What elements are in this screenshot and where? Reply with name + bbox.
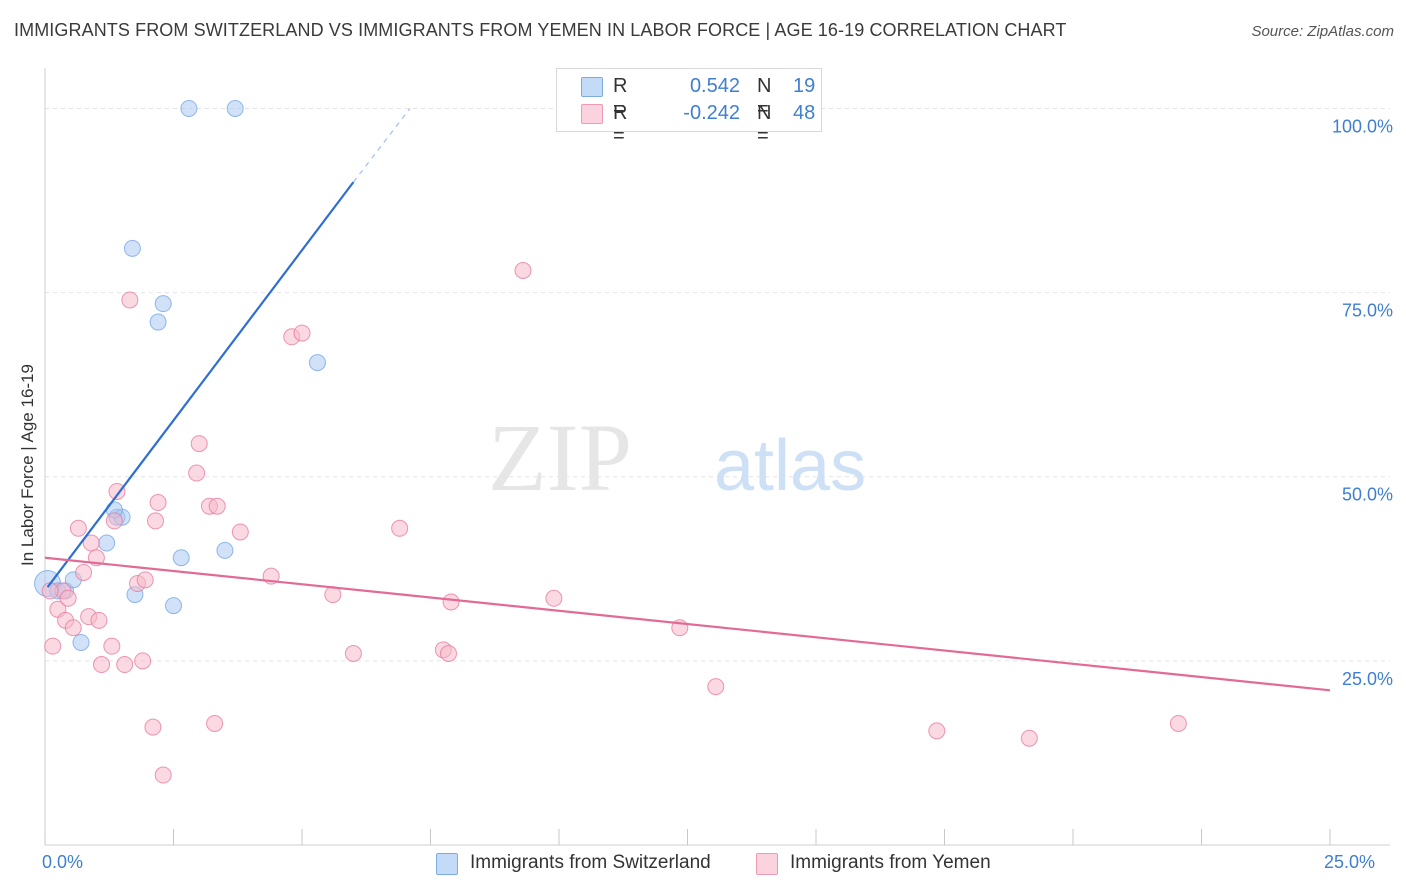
legend-r-label: R =: [613, 75, 628, 120]
yemen-point: [344, 645, 362, 662]
yemen-point: [188, 464, 206, 482]
yemen-point: [208, 497, 226, 515]
yemen-point: [1020, 729, 1038, 747]
switzerland-point: [154, 295, 172, 313]
legend-n-label: N =: [757, 102, 772, 147]
yemen-point: [149, 494, 167, 512]
legend-n-value: 19: [793, 75, 816, 97]
axes: [44, 68, 1390, 846]
yemen-point: [44, 637, 62, 655]
watermark-zip: ZIP: [488, 404, 632, 511]
yemen-point: [928, 722, 946, 740]
yemen-point: [147, 512, 165, 530]
x-tick-min: 0.0%: [42, 852, 84, 872]
yemen-point: [75, 563, 93, 581]
yemen-point: [154, 766, 172, 784]
legend-n-label: N =: [757, 75, 772, 120]
trend-line-switzerland: [46, 181, 355, 588]
stats-legend: R = 0.542 N = 19 R = -0.242 N = 48: [556, 68, 822, 147]
switzerland-point: [98, 534, 116, 552]
yemen-point: [59, 589, 77, 607]
legend-r-value: 0.542: [689, 75, 740, 97]
switzerland-point: [172, 549, 190, 567]
yemen-point: [121, 291, 139, 309]
switzerland-point: [72, 633, 90, 651]
switzerland-point: [216, 541, 234, 559]
trend-line-yemen: [44, 556, 1331, 692]
y-tick-label: 50.0%: [1342, 485, 1393, 505]
bottom-legend-label: Immigrants from Switzerland: [470, 852, 711, 873]
y-tick-labels: 25.0% 50.0% 75.0% 100.0%: [1332, 116, 1393, 688]
yemen-point: [134, 652, 152, 670]
y-tick-label: 75.0%: [1342, 301, 1393, 321]
legend-swatch-switzerland: [581, 77, 603, 97]
chart-title: IMMIGRANTS FROM SWITZERLAND VS IMMIGRANT…: [14, 20, 1067, 40]
yemen-point: [136, 571, 154, 589]
yemen-point: [391, 519, 409, 537]
yemen-point: [93, 656, 111, 674]
watermark: ZIP atlas: [488, 404, 866, 511]
yemen-point: [103, 637, 121, 655]
yemen-point: [1169, 714, 1187, 732]
yemen-point: [206, 714, 224, 732]
switzerland-point: [180, 99, 198, 117]
legend-n-value: 48: [793, 102, 816, 124]
watermark-atlas: atlas: [714, 426, 866, 506]
yemen-point: [108, 482, 126, 500]
y-tick-label: 100.0%: [1332, 116, 1393, 136]
yemen-point: [69, 519, 87, 537]
legend-swatch-yemen: [581, 104, 603, 124]
x-tick-max: 25.0%: [1324, 852, 1376, 872]
trend-line-switzerland-extension: [352, 108, 411, 183]
legend-r-value: -0.242: [683, 102, 740, 124]
switzerland-point: [226, 99, 244, 117]
switzerland-point: [308, 354, 326, 372]
yemen-point: [116, 656, 134, 674]
series-yemen: [41, 262, 1187, 784]
yemen-point: [442, 593, 460, 611]
yemen-point: [90, 611, 108, 629]
yemen-point: [514, 262, 532, 279]
yemen-point: [190, 435, 208, 453]
source-label: Source: ZipAtlas.com: [1251, 23, 1394, 40]
bottom-legend-swatch-yemen: [756, 853, 778, 875]
bottom-legend-label: Immigrants from Yemen: [790, 852, 991, 873]
yemen-point: [144, 718, 162, 736]
yemen-point: [545, 589, 563, 607]
switzerland-point: [149, 313, 167, 331]
y-tick-label: 25.0%: [1342, 669, 1393, 689]
trend-lines: [44, 108, 1331, 692]
yemen-point: [707, 678, 725, 696]
yemen-point: [293, 324, 311, 342]
yemen-point: [231, 523, 249, 541]
yemen-point: [105, 512, 123, 530]
yemen-point: [64, 619, 82, 637]
bottom-legend-swatch-switzerland: [436, 853, 458, 875]
yemen-point: [439, 645, 457, 662]
legend-r-label: R =: [613, 102, 628, 147]
switzerland-point: [165, 597, 182, 615]
switzerland-point: [123, 239, 141, 257]
